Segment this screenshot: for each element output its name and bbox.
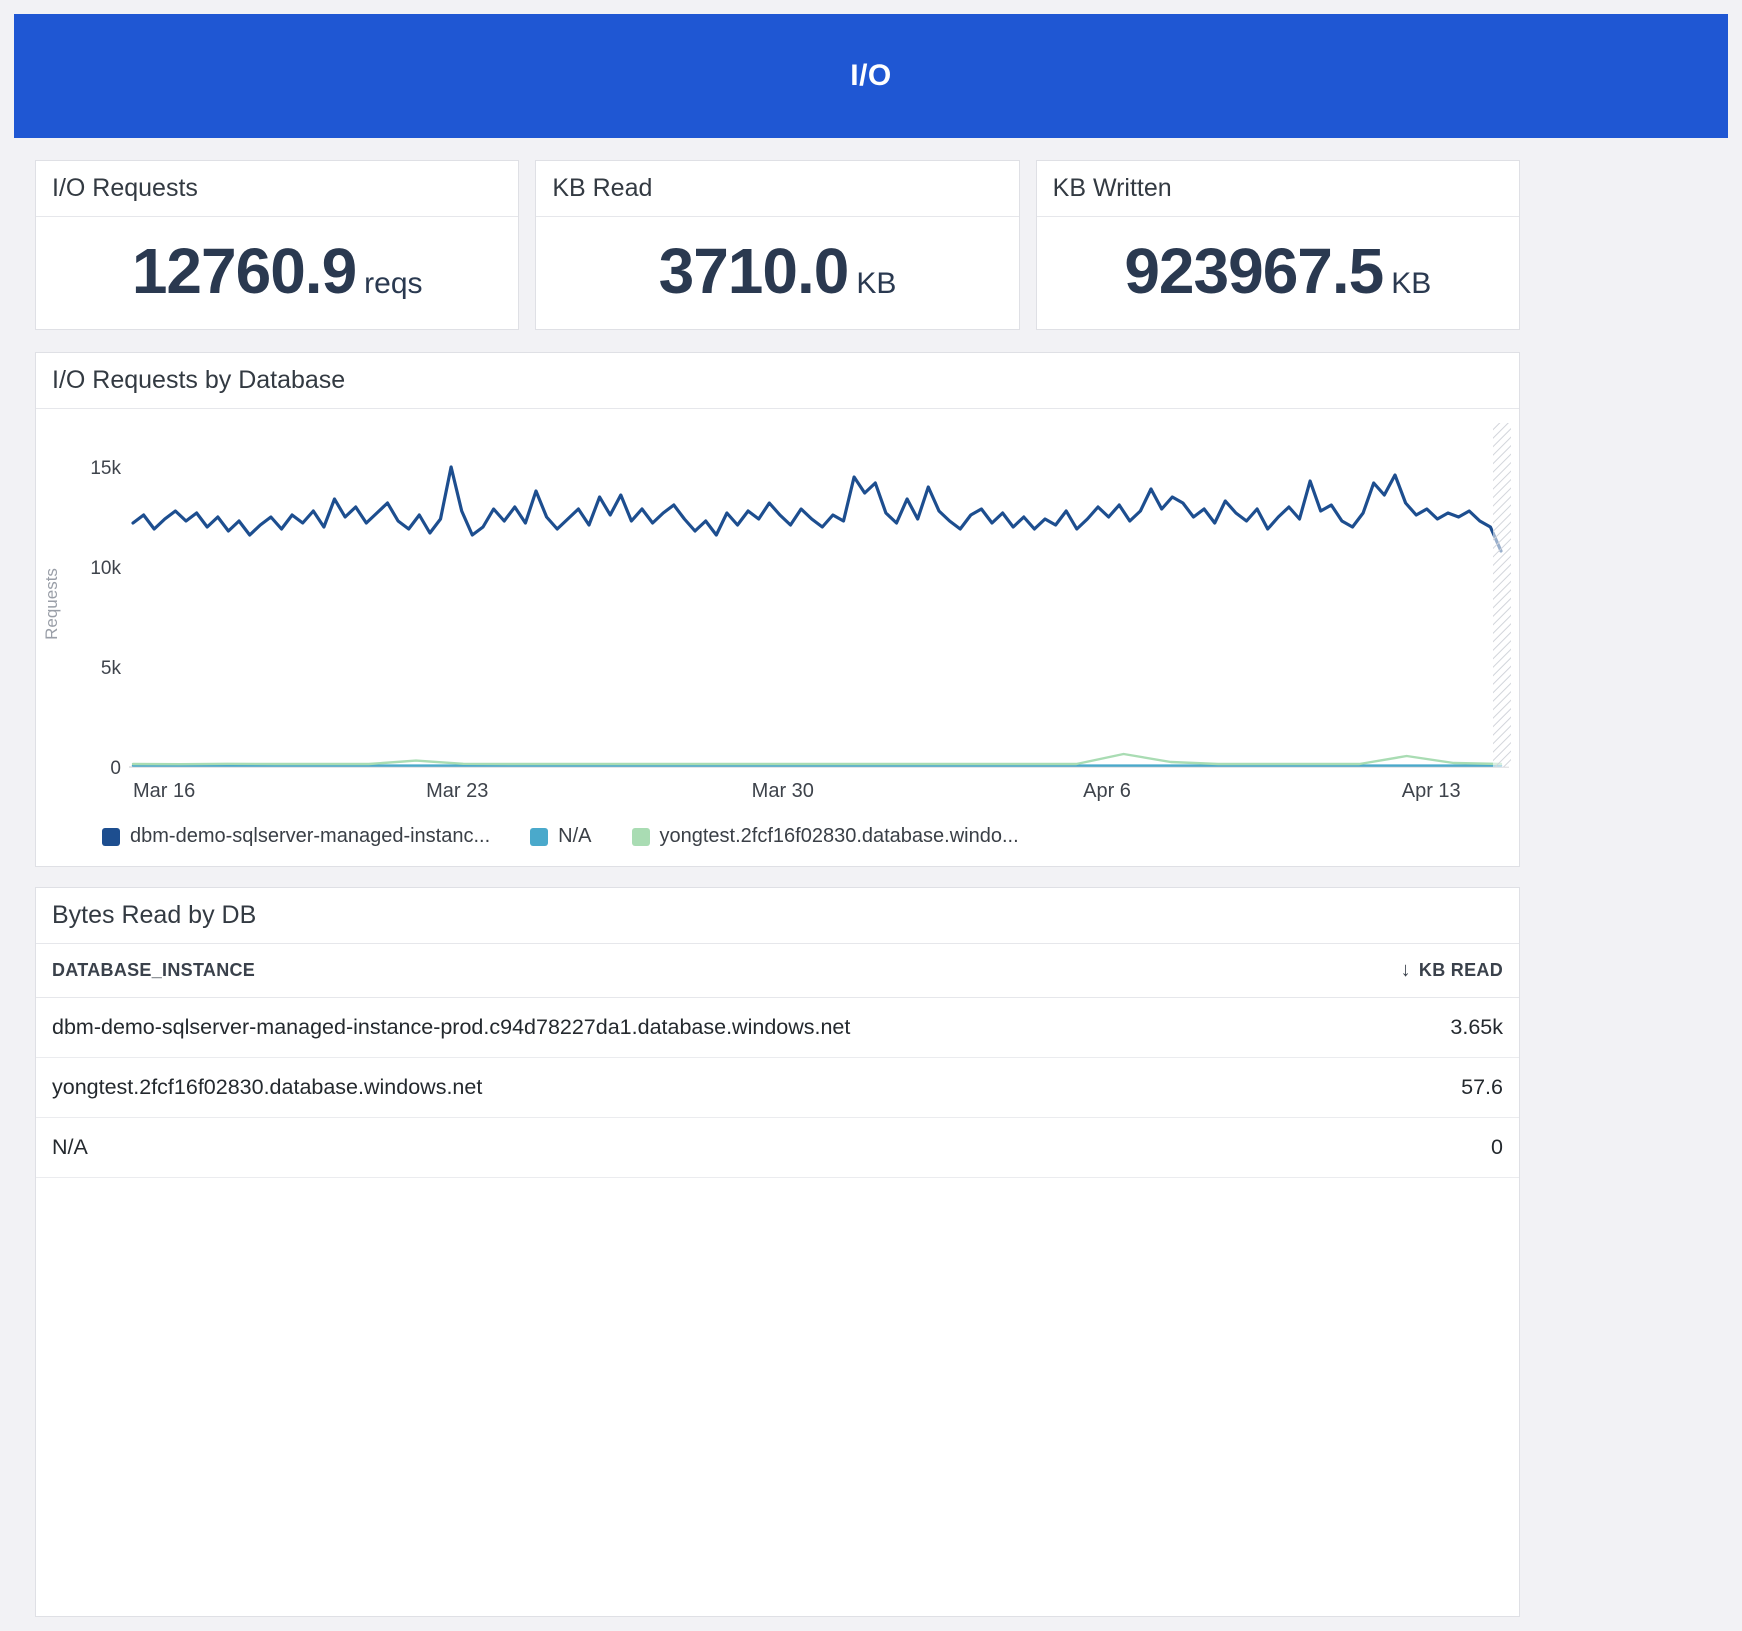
database-instance-cell: yongtest.2fcf16f02830.database.windows.n… bbox=[52, 1075, 483, 1099]
sort-desc-icon: ↓ bbox=[1400, 959, 1411, 981]
stat-value: 12760.9 bbox=[131, 235, 357, 307]
group-content: I/O Requests 12760.9 reqs KB Read 3710.0… bbox=[35, 160, 1520, 1617]
stat-value-row: 12760.9 reqs bbox=[36, 217, 518, 329]
svg-text:Mar 16: Mar 16 bbox=[133, 780, 195, 802]
svg-text:Mar 23: Mar 23 bbox=[426, 780, 488, 802]
stat-card-title: KB Read bbox=[536, 161, 1019, 217]
stat-card-title: I/O Requests bbox=[36, 161, 519, 217]
legend-item[interactable]: dbm-demo-sqlserver-managed-instanc... bbox=[102, 825, 490, 848]
table-row[interactable]: N/A 0 bbox=[36, 1118, 1519, 1178]
svg-text:Requests: Requests bbox=[42, 568, 61, 640]
legend-label: dbm-demo-sqlserver-managed-instanc... bbox=[130, 825, 491, 847]
chart-legend: dbm-demo-sqlserver-managed-instanc... N/A… bbox=[36, 821, 1519, 866]
table-row[interactable]: dbm-demo-sqlserver-managed-instance-prod… bbox=[36, 998, 1519, 1058]
io-requests-line-chart[interactable]: 0 5k 10k 15k Mar 16 Mar 23 Mar 30 Apr 6 Apr 13 Re… bbox=[36, 417, 1519, 821]
chart-panel-io-requests-by-database: I/O Requests by Database 0 5k 10k 15k Mar 16… bbox=[35, 352, 1520, 867]
svg-text:15k: 15k bbox=[90, 458, 121, 479]
stat-unit: reqs bbox=[364, 267, 423, 300]
table-row[interactable]: yongtest.2fcf16f02830.database.windows.n… bbox=[36, 1058, 1519, 1118]
stat-value-row: 3710.0 KB bbox=[536, 217, 1018, 329]
chart-panel-title: I/O Requests by Database bbox=[36, 353, 1519, 409]
table-body: dbm-demo-sqlserver-managed-instance-prod… bbox=[36, 998, 1519, 1178]
table-header: DATABASE_INSTANCE ↓ KB READ bbox=[36, 944, 1519, 998]
kb-read-cell: 3.65k bbox=[1450, 1015, 1503, 1039]
legend-swatch-icon bbox=[102, 827, 120, 846]
column-header-database-instance[interactable]: DATABASE_INSTANCE bbox=[52, 960, 256, 980]
legend-swatch-icon bbox=[631, 827, 650, 846]
kb-read-cell: 0 bbox=[1491, 1135, 1503, 1159]
group-header[interactable]: I/O bbox=[14, 14, 1728, 138]
svg-text:10k: 10k bbox=[90, 558, 121, 579]
stat-unit: KB bbox=[856, 267, 897, 300]
svg-text:0: 0 bbox=[110, 758, 121, 779]
svg-text:Apr 13: Apr 13 bbox=[1402, 780, 1461, 802]
kb-read-cell: 57.6 bbox=[1461, 1075, 1503, 1099]
stat-value: 3710.0 bbox=[658, 235, 850, 307]
legend-label: N/A bbox=[558, 825, 592, 847]
stat-card-kb-read[interactable]: KB Read 3710.0 KB bbox=[535, 160, 1020, 330]
stats-row: I/O Requests 12760.9 reqs KB Read 3710.0… bbox=[35, 160, 1520, 330]
chart-area: 0 5k 10k 15k Mar 16 Mar 23 Mar 30 Apr 6 Apr 13 Re… bbox=[36, 409, 1519, 821]
group-title: I/O bbox=[850, 59, 892, 92]
svg-text:Mar 30: Mar 30 bbox=[752, 780, 814, 802]
stat-card-title: KB Written bbox=[1036, 161, 1519, 217]
svg-text:5k: 5k bbox=[101, 658, 122, 679]
stat-card-io-requests[interactable]: I/O Requests 12760.9 reqs bbox=[35, 160, 520, 330]
stat-unit: KB bbox=[1391, 267, 1432, 300]
column-header-kb-read[interactable]: ↓ KB READ bbox=[1400, 959, 1503, 981]
database-instance-cell: N/A bbox=[52, 1135, 88, 1159]
stat-value: 923967.5 bbox=[1124, 235, 1384, 307]
database-instance-cell: dbm-demo-sqlserver-managed-instance-prod… bbox=[52, 1015, 851, 1039]
legend-item[interactable]: N/A bbox=[530, 825, 592, 848]
svg-text:Apr 6: Apr 6 bbox=[1083, 780, 1131, 802]
legend-item[interactable]: yongtest.2fcf16f02830.database.windo... bbox=[631, 825, 1019, 848]
legend-swatch-icon bbox=[530, 827, 549, 846]
stat-card-kb-written[interactable]: KB Written 923967.5 KB bbox=[1035, 160, 1520, 330]
stat-value-row: 923967.5 KB bbox=[1037, 217, 1519, 329]
table-panel-title: Bytes Read by DB bbox=[36, 888, 1519, 944]
table-panel-bytes-read-by-db: Bytes Read by DB DATABASE_INSTANCE ↓ KB R… bbox=[35, 887, 1520, 1617]
legend-label: yongtest.2fcf16f02830.database.windo... bbox=[659, 825, 1019, 847]
